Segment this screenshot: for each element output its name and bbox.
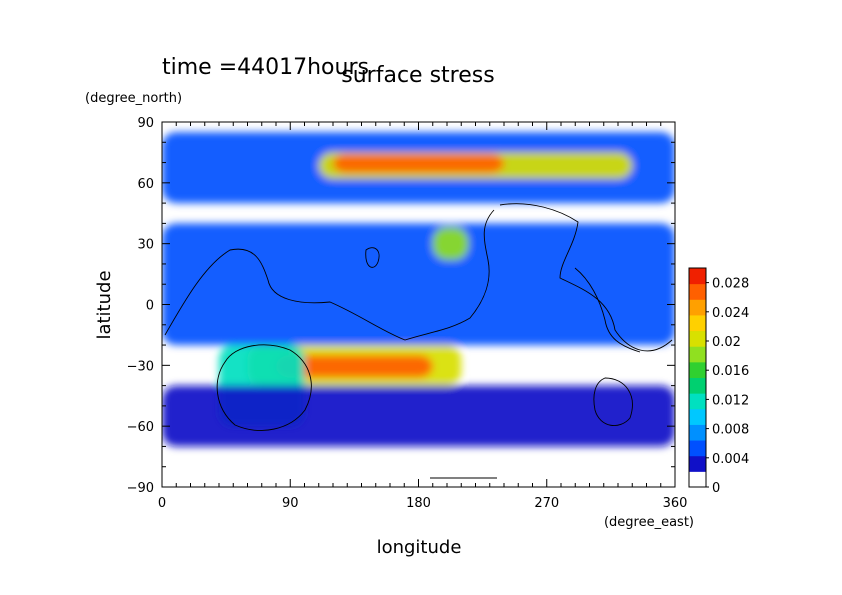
colorbar-tick-label: 0.02 <box>712 335 741 350</box>
y-tick-label: −30 <box>127 359 154 374</box>
colorbar: 0 0.004 0.008 0.012 0.016 0.02 0.024 0.028 <box>688 267 749 496</box>
y-axis: 90 60 30 0 −30 −60 −90 <box>127 116 675 496</box>
colorbar-swatch <box>689 330 706 347</box>
colorbar-tick-label: 0.012 <box>712 393 749 408</box>
colorbar-swatch <box>689 408 706 425</box>
field-region <box>162 223 675 346</box>
x-tick-label: 90 <box>282 496 299 511</box>
coastline-africa <box>164 209 495 341</box>
y-tick-label: −60 <box>127 420 154 435</box>
x-tick-label: 270 <box>534 496 559 511</box>
x-units: (degree_east) <box>604 515 694 530</box>
y-tick-label: 0 <box>146 299 154 314</box>
field-region <box>162 385 675 447</box>
field-region <box>333 154 504 173</box>
coastline-south-america <box>593 377 633 426</box>
colorbar-frame <box>688 267 707 488</box>
colorbar-swatch <box>689 299 706 316</box>
colorbar-tick-label: 0.024 <box>712 306 749 321</box>
x-axis-label: longitude <box>377 537 462 558</box>
coastlines <box>164 203 673 431</box>
colorbar-swatch <box>689 471 706 488</box>
x-tick-label: 180 <box>406 496 431 511</box>
chart-title: surface stress <box>341 63 494 88</box>
y-tick-label: 90 <box>137 116 154 131</box>
x-tick-label: 360 <box>663 496 688 511</box>
y-tick-label: 30 <box>137 238 154 253</box>
field-region <box>276 355 433 378</box>
colorbar-tick-label: 0.004 <box>712 452 749 467</box>
colorbar-tick-label: 0.016 <box>712 364 749 379</box>
colorbar-swatch <box>689 268 706 285</box>
colorbar-swatch <box>689 424 706 441</box>
y-units: (degree_north) <box>85 91 182 106</box>
colorbar-swatch <box>689 377 706 394</box>
y-axis-label: latitude <box>94 270 115 339</box>
y-tick-label: −90 <box>127 481 154 496</box>
colorbar-tick-label: 0 <box>712 481 720 496</box>
coastline-north <box>574 267 641 353</box>
time-label: time =44017hours <box>162 55 369 80</box>
colorbar-swatch <box>689 283 706 300</box>
coastline-australia <box>216 344 312 431</box>
colorbar-tick-label: 0.008 <box>712 423 749 438</box>
field-region <box>432 227 469 260</box>
colorbar-swatch <box>689 346 706 363</box>
stress-field <box>162 122 675 487</box>
colorbar-swatch <box>689 393 706 410</box>
colorbar-swatch <box>689 314 706 332</box>
coastline-madagascar <box>365 247 380 268</box>
colorbar-swatch <box>689 361 706 378</box>
x-axis: 0 90 180 270 360 <box>158 122 688 511</box>
colorbar-swatch <box>689 440 706 457</box>
colorbar-tick-label: 0.028 <box>712 277 749 292</box>
x-tick-label: 0 <box>158 496 166 511</box>
colorbar-swatch <box>689 455 706 472</box>
y-tick-label: 60 <box>137 177 154 192</box>
coastline-america <box>499 203 673 352</box>
